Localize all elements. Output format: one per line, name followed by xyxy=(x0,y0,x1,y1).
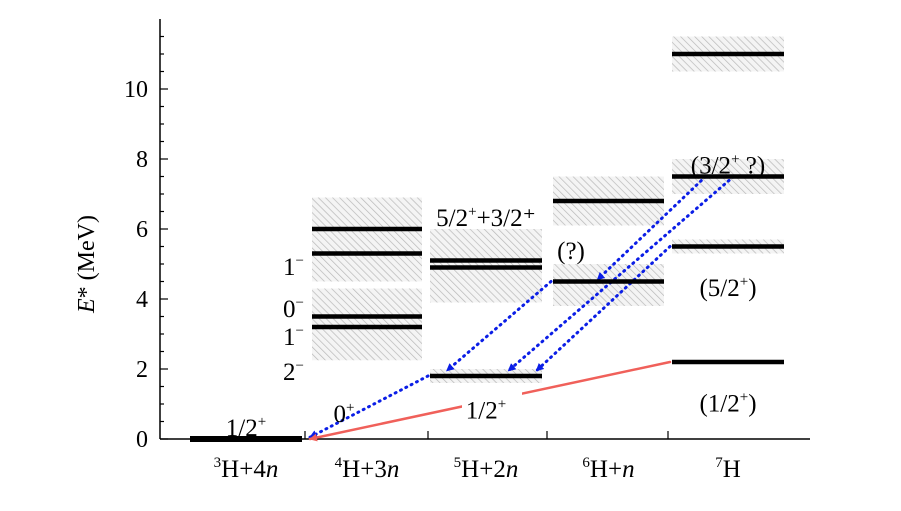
decay-arrow xyxy=(506,175,736,373)
uncertainty-band xyxy=(553,264,664,306)
y-axis-label: E* (MeV) xyxy=(74,215,100,314)
column-label: 5H+2n xyxy=(454,455,519,483)
spin-parity-label: (?) xyxy=(557,238,585,265)
label-background xyxy=(462,388,522,414)
spin-parity-label: 2− xyxy=(283,358,304,386)
uncertainty-band xyxy=(312,197,422,282)
y-tick-label: 2 xyxy=(136,357,148,383)
y-tick-label: 8 xyxy=(136,147,148,173)
y-tick-label: 6 xyxy=(136,217,148,243)
y-tick-label: 0 xyxy=(136,427,148,453)
spin-parity-label: (3/2+ ?) xyxy=(691,151,765,179)
spin-parity-label: 1− xyxy=(283,253,304,281)
spin-parity-label: 5/2++3/2⁺ xyxy=(436,204,536,232)
decay-arrow xyxy=(308,374,430,439)
column-label: 4H+3n xyxy=(335,455,400,483)
column-label: 3H+4n xyxy=(214,455,279,483)
uncertainty-band xyxy=(312,288,422,361)
y-tick-label: 4 xyxy=(136,287,148,313)
spin-parity-label: (1/2+) xyxy=(699,389,756,417)
spin-parity-label: (5/2+) xyxy=(699,274,756,302)
spin-parity-label: 0− xyxy=(283,295,304,323)
decay-arrow xyxy=(445,280,553,373)
column-label: 7H xyxy=(715,455,741,483)
spin-parity-label: 1/2+ xyxy=(226,414,266,442)
y-tick-label: 10 xyxy=(124,77,148,103)
spin-parity-label: 0+ xyxy=(334,400,355,428)
decay-arrow xyxy=(534,245,672,373)
decay-arrow xyxy=(595,175,708,282)
column-label: 6H+n xyxy=(582,455,634,483)
spin-parity-label: 1/2+ xyxy=(466,396,506,424)
spin-parity-label: 1− xyxy=(283,323,304,351)
